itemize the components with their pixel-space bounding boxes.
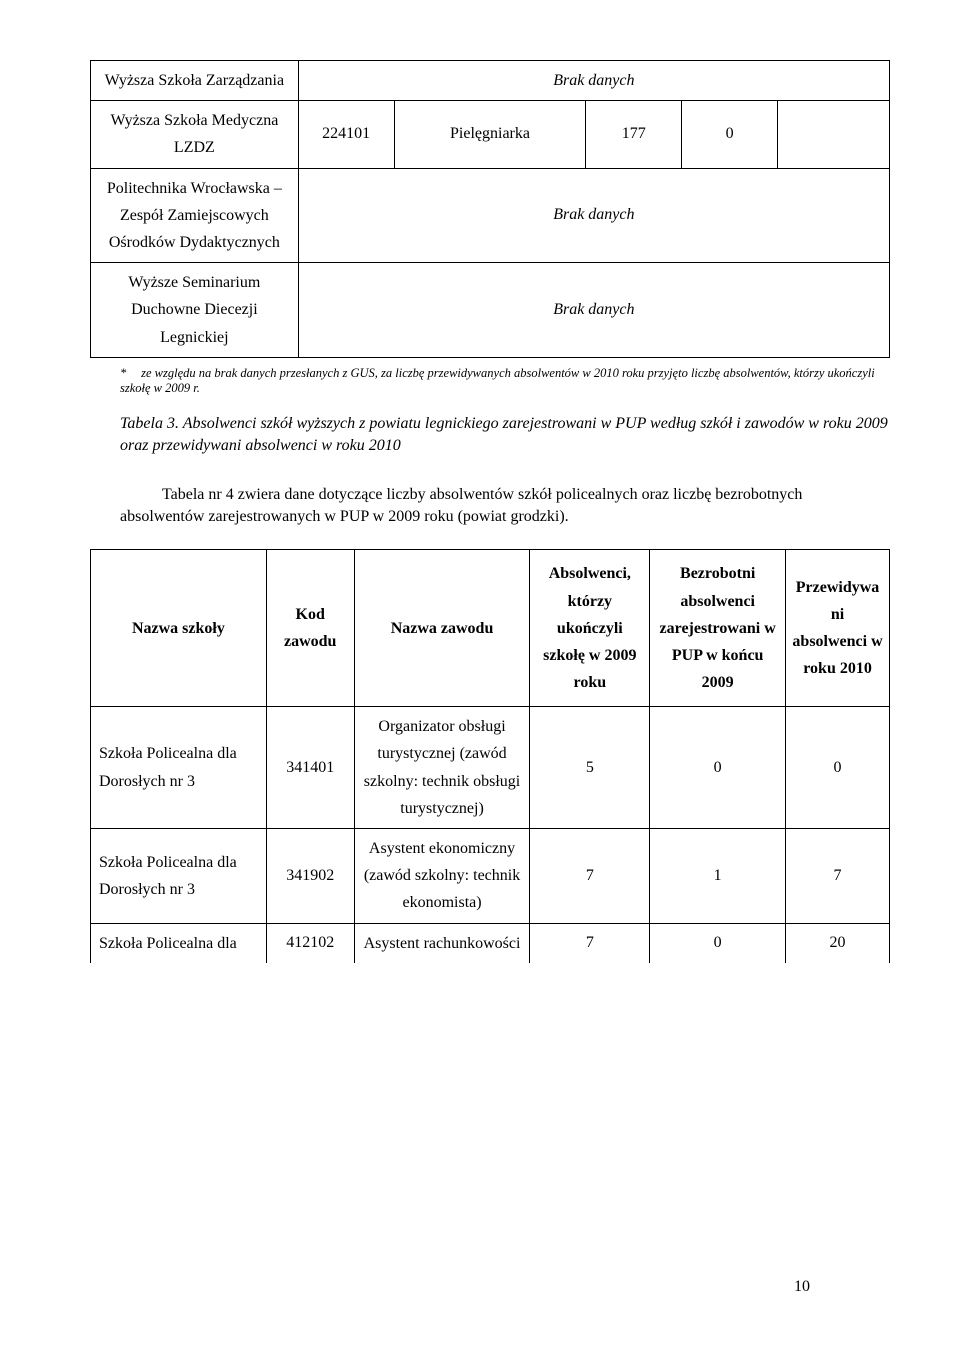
paragraph-table4-intro: Tabela nr 4 zwiera dane dotyczące liczby… <box>120 484 890 527</box>
top-table: Wyższa Szkoła ZarządzaniaBrak danychWyżs… <box>90 60 890 358</box>
cell: 7 <box>530 923 650 963</box>
cell: Szkoła Policealna dla Dorosłych nr 3 <box>91 707 267 829</box>
table-row: Szkoła Policealna dla412102Asystent rach… <box>91 923 890 963</box>
page-number: 10 <box>794 1278 810 1296</box>
cell-merged: Brak danych <box>298 168 889 263</box>
cell-school: Wyższa Szkoła Medyczna LZDZ <box>91 101 299 168</box>
cell: 177 <box>586 101 682 168</box>
cell: 7 <box>786 829 890 924</box>
table-row: Wyższe Seminarium Duchowne Diecezji Legn… <box>91 263 890 358</box>
cell: 20 <box>786 923 890 963</box>
table-row: Wyższa Szkoła ZarządzaniaBrak danych <box>91 61 890 101</box>
cell-merged: Brak danych <box>298 61 889 101</box>
cell-school: Wyższa Szkoła Zarządzania <box>91 61 299 101</box>
cell: 0 <box>682 101 778 168</box>
cell-school: Politechnika Wrocławska – Zespół Zamiejs… <box>91 168 299 263</box>
table-row: Szkoła Policealna dla Dorosłych nr 33419… <box>91 829 890 924</box>
cell: 0 <box>650 923 786 963</box>
cell: 341401 <box>266 707 354 829</box>
cell: 7 <box>530 829 650 924</box>
table-row: Wyższa Szkoła Medyczna LZDZ224101Pielęgn… <box>91 101 890 168</box>
table-row: Szkoła Policealna dla Dorosłych nr 33414… <box>91 707 890 829</box>
cell: Asystent rachunkowości <box>354 923 530 963</box>
cell: 1 <box>650 829 786 924</box>
cell: Asystent ekonomiczny (zawód szkolny: tec… <box>354 829 530 924</box>
col-header-predicted: Przewidywani absolwenci w roku 2010 <box>786 550 890 707</box>
col-header-profession: Nazwa zawodu <box>354 550 530 707</box>
col-header-graduates: Absolwenci, którzy ukończyli szkołę w 20… <box>530 550 650 707</box>
footnote-text: ze względu na brak danych przesłanych z … <box>120 366 875 396</box>
cell: 412102 <box>266 923 354 963</box>
cell: 0 <box>650 707 786 829</box>
cell: Szkoła Policealna dla <box>91 923 267 963</box>
cell: 224101 <box>298 101 394 168</box>
bottom-table: Nazwa szkoły Kod zawodu Nazwa zawodu Abs… <box>90 549 890 962</box>
cell: 5 <box>530 707 650 829</box>
top-table-footnote: * ze względu na brak danych przesłanych … <box>90 358 890 399</box>
cell: 0 <box>786 707 890 829</box>
cell-school: Wyższe Seminarium Duchowne Diecezji Legn… <box>91 263 299 358</box>
table-row: Politechnika Wrocławska – Zespół Zamiejs… <box>91 168 890 263</box>
cell: Pielęgniarka <box>394 101 586 168</box>
col-header-unemployed: Bezrobotni absolwenci zarejestrowani w P… <box>650 550 786 707</box>
cell-merged: Brak danych <box>298 263 889 358</box>
footnote-star: * <box>120 366 138 382</box>
cell: Szkoła Policealna dla Dorosłych nr 3 <box>91 829 267 924</box>
table-3-caption: Tabela 3. Absolwenci szkół wyższych z po… <box>120 413 890 456</box>
cell <box>778 101 890 168</box>
col-header-school: Nazwa szkoły <box>91 550 267 707</box>
cell: 341902 <box>266 829 354 924</box>
col-header-code: Kod zawodu <box>266 550 354 707</box>
cell: Organizator obsługi turystycznej (zawód … <box>354 707 530 829</box>
bottom-table-header-row: Nazwa szkoły Kod zawodu Nazwa zawodu Abs… <box>91 550 890 707</box>
